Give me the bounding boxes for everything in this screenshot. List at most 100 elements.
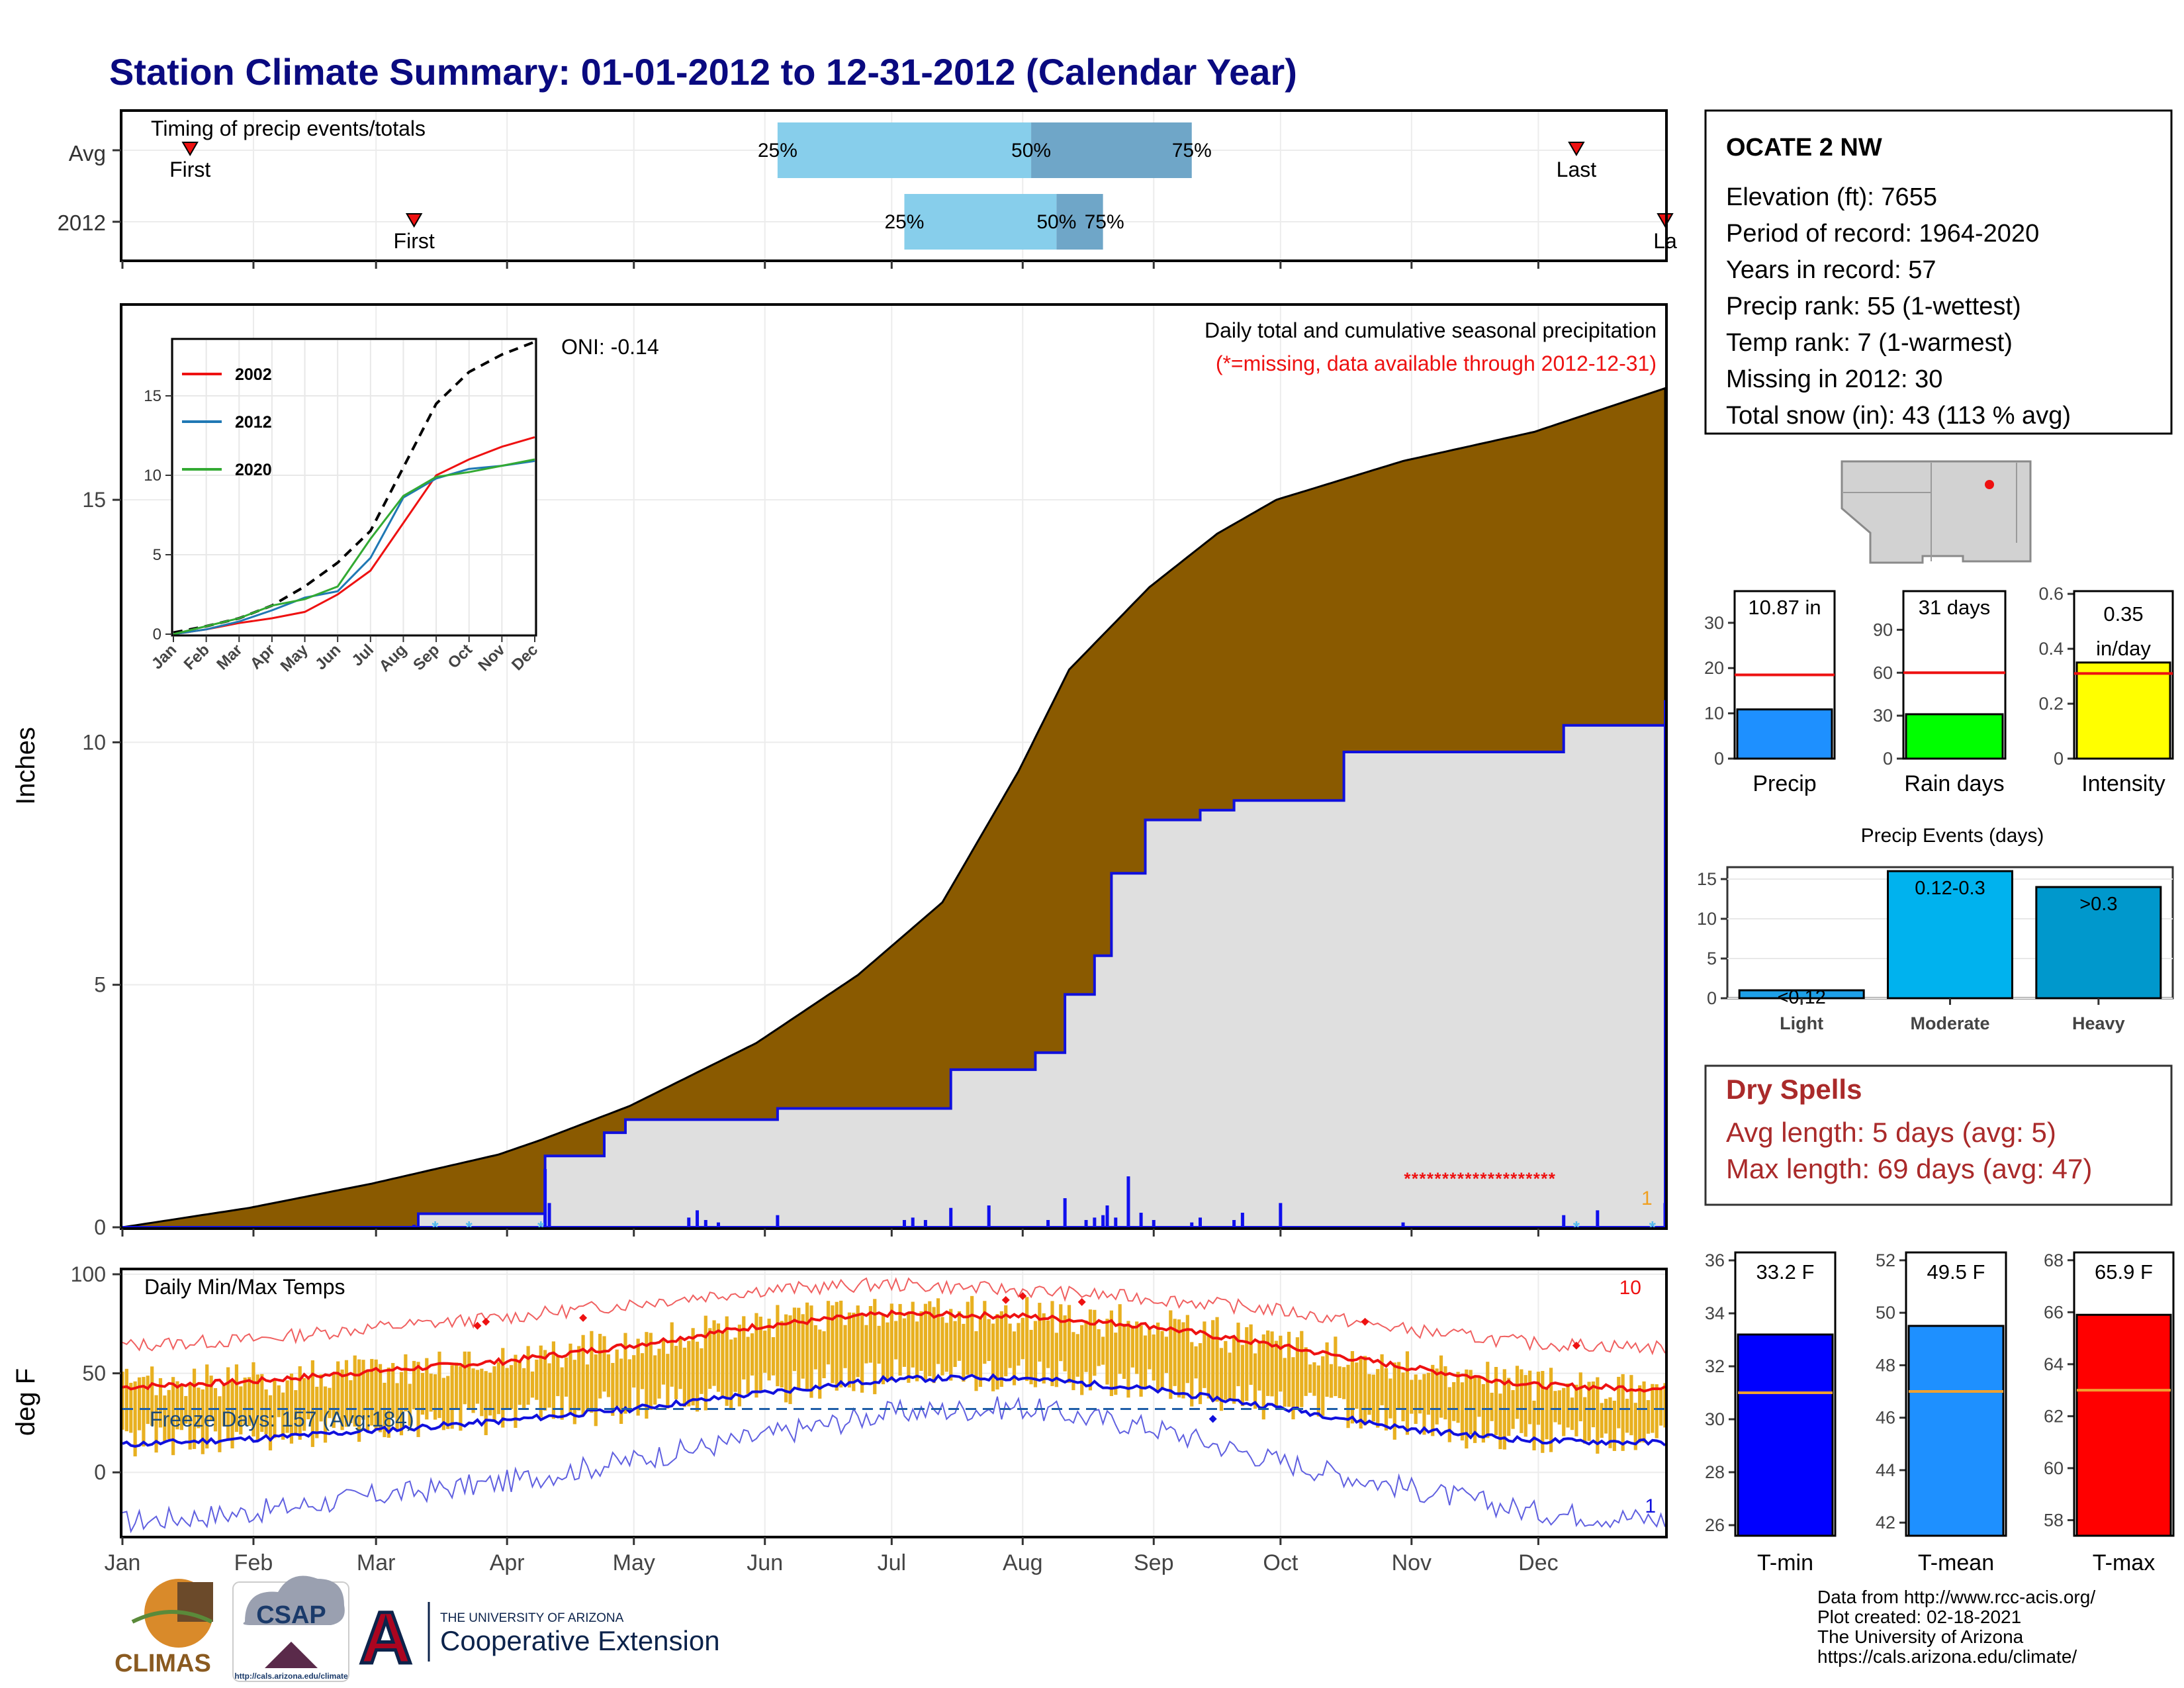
daily-precip-bar — [1046, 1220, 1050, 1227]
daily-temp-bar — [1279, 1335, 1283, 1392]
daily-temp-bar — [1249, 1324, 1253, 1385]
csap-logo: CSAP http://cals.arizona.edu/climate — [232, 1575, 349, 1682]
daily-precip-bar — [911, 1217, 915, 1227]
station-info-box: OCATE 2 NW Elevation (ft): 7655 Period o… — [1704, 109, 2173, 435]
credit-plot-date: Plot created: 02-18-2021 — [1817, 1607, 2021, 1627]
record-high-marker — [1019, 1291, 1027, 1300]
temp-summary-tick-label-T-mean: 44 — [1876, 1460, 1895, 1480]
daily-temp-bar — [1029, 1329, 1033, 1385]
daily-temp-bar — [391, 1363, 395, 1418]
daily-temp-bar — [923, 1303, 927, 1380]
daily-temp-bar — [1257, 1340, 1261, 1391]
dry-spells-box: Dry Spells Avg length: 5 days (avg: 5) M… — [1704, 1064, 2173, 1206]
daily-temp-bar — [1384, 1368, 1388, 1431]
daily-temp-bar — [594, 1354, 598, 1427]
summary-label-Rain days: Rain days — [1904, 771, 2004, 796]
precip-y-axis: 0 5 10 15 — [82, 488, 121, 1239]
timing-row-label-2012: 2012 — [58, 211, 106, 235]
daily-precip-bar — [987, 1205, 991, 1227]
inset-legend: 2002 2012 2020 — [182, 365, 272, 479]
daily-temp-bar — [1075, 1334, 1079, 1377]
daily-temp-bar — [1080, 1325, 1084, 1395]
locator-map — [1841, 460, 2032, 564]
dry-spell-marker: * — [1449, 1169, 1457, 1189]
daily-precip-bar — [547, 1203, 551, 1227]
events-bars: 0 5 10 15 <0.12 Light 0.12-0.3 Moderate >0.3 Heav… — [1697, 866, 2174, 1033]
daily-temp-bar — [1261, 1334, 1265, 1420]
events-ytick-label-5: 5 — [1707, 949, 1717, 968]
daily-temp-bar — [1164, 1336, 1169, 1374]
daily-temp-bar — [835, 1301, 839, 1391]
inset-ytick-label-5: 5 — [153, 546, 161, 564]
daily-temp-bar — [226, 1367, 230, 1441]
daily-temp-bar — [826, 1301, 831, 1365]
inset-ytick-label-10: 10 — [144, 467, 161, 485]
temp-frame — [120, 1268, 1668, 1538]
csap-mountain-icon — [265, 1642, 318, 1668]
precip-frame — [120, 303, 1668, 1230]
dry-spell-marker: * — [1473, 1169, 1480, 1189]
summary-tick-label-Rain days: 90 — [1873, 620, 1893, 639]
daily-temp-bar — [1067, 1305, 1071, 1383]
max-dry-spell-markers: * * * * * * * * * * * * * * * * * * * * — [1404, 1169, 1555, 1189]
daily-temp-bar — [1152, 1334, 1156, 1381]
temp-summary-tick-label-T-min: 36 — [1705, 1250, 1725, 1270]
temp-summary-tick-label-T-max: 68 — [2044, 1250, 2064, 1270]
daily-temp-bar — [590, 1331, 594, 1413]
daily-temp-bar — [1308, 1364, 1312, 1393]
precip-panel-title: Daily total and cumulative seasonal prec… — [1205, 318, 1657, 342]
daily-temp-bar — [1004, 1305, 1008, 1377]
daily-temp-bar — [378, 1364, 383, 1432]
inset-gridlines — [173, 340, 535, 635]
inset-line-2002 — [173, 436, 535, 635]
daily-temp-bar — [408, 1383, 412, 1426]
freeze-days-label: Freeze Days: 157 (Avg:184) — [150, 1407, 414, 1431]
record-low-count: 1 — [1645, 1495, 1656, 1517]
daily-temp-bar — [1367, 1374, 1371, 1415]
daily-temp-bar — [1084, 1320, 1088, 1372]
daily-temp-bar — [1655, 1384, 1659, 1438]
daily-temp-bar — [627, 1359, 631, 1410]
daily-temp-bar — [674, 1346, 678, 1399]
station-period: Period of record: 1964-2020 — [1726, 220, 2039, 248]
daily-temp-bar — [936, 1298, 940, 1364]
daily-temp-bar — [1266, 1330, 1270, 1396]
daily-temp-bar — [911, 1301, 915, 1368]
record-high-marker — [1361, 1317, 1369, 1326]
daily-temp-bar — [602, 1336, 606, 1392]
daily-temp-bar — [615, 1349, 619, 1407]
daily-temp-bar — [480, 1368, 484, 1417]
daily-temp-bar — [1532, 1400, 1536, 1451]
daily-temp-bar — [1236, 1323, 1240, 1387]
inset-legend-label-2012: 2012 — [235, 413, 272, 432]
daily-temp-bar — [653, 1355, 657, 1405]
credits: Data from http://www.rcc-acis.org/ Plot … — [1817, 1587, 2095, 1667]
daily-temp-bar — [771, 1336, 776, 1376]
daily-temp-bar — [1198, 1343, 1203, 1405]
timing-first-label-Avg: First — [169, 158, 210, 181]
daily-temp-bar — [306, 1376, 310, 1420]
record-max-line — [122, 1277, 1666, 1356]
daily-temp-bar — [302, 1378, 306, 1431]
daily-temp-bar — [146, 1376, 150, 1425]
timing-last-marker-Avg — [1568, 142, 1585, 156]
timing-row-label-avg: Avg — [69, 141, 106, 165]
daily-temp-bar — [737, 1325, 741, 1407]
daily-temp-bar — [167, 1389, 171, 1440]
daily-temp-bar — [255, 1374, 259, 1442]
temp-summary-tick-label-T-mean: 46 — [1876, 1408, 1895, 1428]
daily-temp-bar — [1063, 1315, 1067, 1372]
daily-temp-bar — [319, 1374, 323, 1422]
daily-temp-bar — [886, 1322, 889, 1381]
csap-logo-url: http://cals.arizona.edu/climate — [234, 1671, 348, 1681]
daily-temp-bar — [1359, 1357, 1363, 1429]
daily-temp-bar — [551, 1341, 556, 1419]
daily-temp-bar — [1181, 1322, 1185, 1399]
daily-temp-bar — [822, 1331, 826, 1379]
daily-temp-bar — [1059, 1304, 1063, 1362]
daily-temp-bar — [1012, 1331, 1017, 1385]
timing-title: Timing of precip events/totals — [151, 117, 426, 140]
daily-temp-bar — [902, 1318, 907, 1367]
daily-temp-bar — [285, 1380, 289, 1433]
summary-value-Intensity: 0.35 — [2103, 602, 2143, 626]
